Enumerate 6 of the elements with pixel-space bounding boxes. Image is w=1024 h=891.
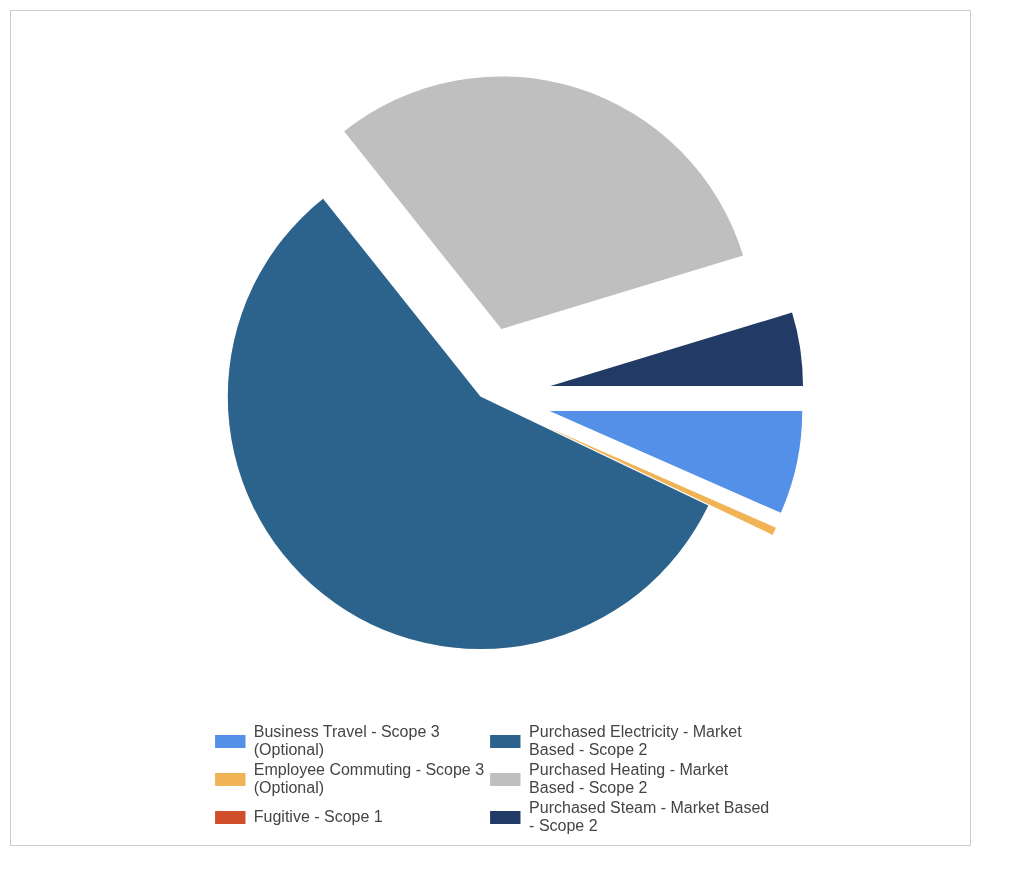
legend-label: Purchased Steam - Market Based - Scope 2 <box>529 799 770 835</box>
legend-label: Business Travel - Scope 3 (Optional) <box>253 723 440 759</box>
legend-label: Purchased Heating - Market Based - Scope 2 <box>529 761 729 797</box>
legend-label: Fugitive - Scope 1 <box>253 807 383 827</box>
legend-label: Employee Commuting - Scope 3 (Optional) <box>253 761 485 797</box>
legend-label: Purchased Electricity - Market Based - Scope 2 <box>529 723 742 759</box>
